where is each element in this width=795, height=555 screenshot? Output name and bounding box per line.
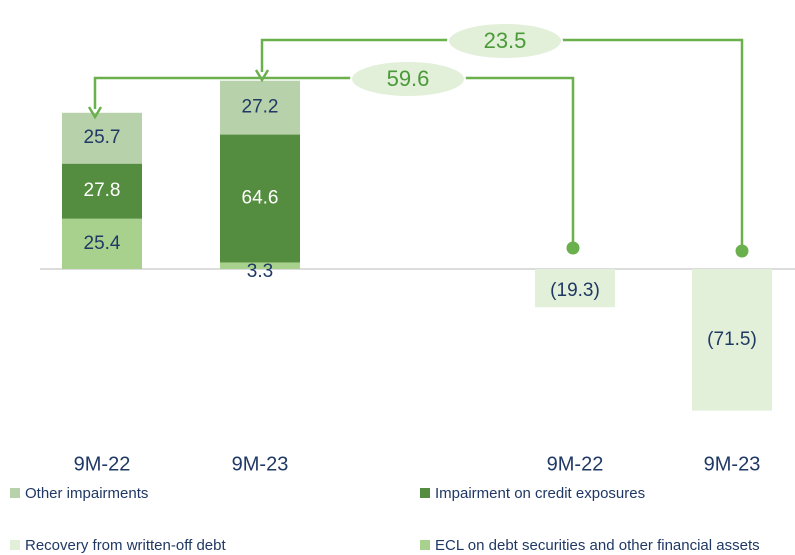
connector-dot — [566, 241, 580, 255]
arrow-head — [87, 106, 103, 120]
legend-swatch — [10, 488, 20, 498]
legend-swatch — [420, 488, 430, 498]
bar-segment — [62, 112, 142, 164]
data-label: (71.5) — [707, 329, 757, 350]
data-label: 27.8 — [84, 180, 121, 201]
data-label: 64.6 — [242, 188, 279, 209]
x-tick-label: 9M-22 — [74, 453, 131, 475]
x-tick-label: 9M-22 — [547, 453, 604, 475]
connector-dot — [735, 244, 749, 258]
x-tick-label: 9M-23 — [704, 453, 761, 475]
legend-label: Other impairments — [25, 485, 148, 502]
bar-segment — [220, 262, 300, 269]
legend-label: Impairment on credit exposures — [435, 485, 645, 502]
bar-segment — [220, 80, 300, 135]
annotation: 59.6 — [387, 66, 430, 91]
data-label: (19.3) — [550, 280, 600, 301]
connector — [93, 76, 575, 248]
data-label: 25.4 — [84, 233, 121, 254]
bar-segment — [535, 269, 615, 308]
annotation: 23.5 — [484, 28, 527, 53]
arrow-head — [254, 69, 270, 83]
legend-swatch — [420, 540, 430, 550]
bar-segment — [62, 218, 142, 269]
legend-label: Recovery from written-off debt — [25, 537, 226, 554]
connector — [260, 38, 744, 251]
bar-segment — [62, 163, 142, 219]
data-label: 3.3 — [247, 261, 273, 282]
legend-swatch — [10, 540, 20, 550]
data-label: 25.7 — [84, 127, 121, 148]
annotation-bubble — [447, 22, 563, 60]
bar-segment — [220, 134, 300, 263]
x-tick-label: 9M-23 — [232, 453, 289, 475]
legend-label: ECL on debt securities and other financi… — [435, 537, 760, 554]
bar-segment — [692, 269, 772, 411]
data-label: 27.2 — [242, 97, 279, 118]
annotation-bubble — [350, 60, 466, 98]
